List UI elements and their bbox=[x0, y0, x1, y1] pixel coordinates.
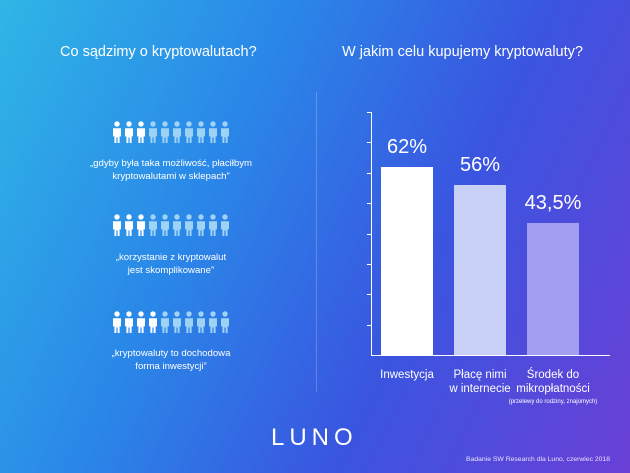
people-icon-row-2 bbox=[112, 214, 230, 237]
person-icon bbox=[220, 121, 230, 144]
person-icon bbox=[220, 214, 230, 237]
y-axis-tick bbox=[367, 233, 371, 235]
person-icon bbox=[196, 121, 206, 144]
person-icon bbox=[160, 311, 170, 334]
person-icon-filled bbox=[124, 311, 134, 334]
person-icon bbox=[208, 214, 218, 237]
statement-text-1: „gdyby była taka możliwość, płaciłbym kr… bbox=[56, 157, 286, 183]
bar bbox=[454, 184, 506, 355]
people-icon-row-3 bbox=[112, 311, 230, 334]
bar-value-label: 62% bbox=[386, 135, 428, 158]
person-icon-filled bbox=[148, 311, 158, 334]
y-axis-tick bbox=[367, 294, 371, 296]
person-icon-filled bbox=[112, 311, 122, 334]
person-icon bbox=[160, 214, 170, 237]
person-icon bbox=[184, 311, 194, 334]
category-label-line: Płacę nimi bbox=[453, 369, 507, 381]
category-label: Środek do mikropłatności bbox=[498, 368, 608, 396]
category-note: (przelewy do rodziny, znajomych) bbox=[508, 399, 598, 405]
person-icon bbox=[196, 311, 206, 334]
luno-logo: LUNO bbox=[271, 424, 358, 451]
people-icon-row-1 bbox=[112, 121, 230, 144]
person-icon bbox=[148, 121, 158, 144]
statement-text-2: „korzystanie z kryptowalut jest skomplik… bbox=[56, 251, 286, 277]
bar bbox=[527, 222, 579, 355]
statement-line: „korzystanie z kryptowalut bbox=[115, 252, 227, 263]
section-divider bbox=[316, 92, 317, 392]
y-axis-tick bbox=[367, 112, 371, 113]
statement-text-3: „kryptowaluty to dochodowa forma inwesty… bbox=[56, 347, 286, 373]
person-icon-filled bbox=[136, 311, 146, 334]
category-label-line: Środek do bbox=[526, 369, 580, 381]
chart-title: W jakim celu kupujemy kryptowaluty? bbox=[342, 44, 583, 60]
person-icon bbox=[220, 311, 230, 334]
person-icon-filled bbox=[112, 121, 122, 144]
y-axis-tick bbox=[367, 203, 371, 205]
category-label-line: mikropłatności bbox=[516, 383, 590, 395]
bar-value-label: 43,5% bbox=[524, 191, 582, 214]
y-axis bbox=[371, 112, 372, 356]
person-icon bbox=[184, 214, 194, 237]
person-icon-filled bbox=[124, 214, 134, 237]
statement-line: kryptowalutami w sklepach” bbox=[112, 171, 230, 182]
person-icon bbox=[172, 121, 182, 144]
person-icon-filled bbox=[136, 214, 146, 237]
person-icon-filled bbox=[112, 214, 122, 237]
statement-line: jest skomplikowane” bbox=[127, 265, 215, 276]
person-icon bbox=[208, 311, 218, 334]
left-section-title: Co sądzimy o kryptowalutach? bbox=[60, 44, 257, 60]
person-icon-filled bbox=[124, 121, 134, 144]
person-icon-filled bbox=[136, 121, 146, 144]
statement-line: „gdyby była taka możliwość, płaciłbym bbox=[89, 158, 253, 169]
source-note: Badanie SW Research dla Luno, czerwiec 2… bbox=[466, 456, 610, 463]
y-axis-tick bbox=[367, 142, 371, 144]
y-axis-tick bbox=[367, 324, 371, 326]
person-icon bbox=[184, 121, 194, 144]
category-label-line: Inwestycja bbox=[380, 369, 434, 381]
person-icon bbox=[172, 214, 182, 237]
statement-block-2 bbox=[112, 214, 230, 237]
statement-block-1 bbox=[112, 121, 230, 144]
bar bbox=[381, 166, 433, 355]
category-label: Płacę nimi w internecie bbox=[425, 368, 535, 396]
statement-line: forma inwestycji” bbox=[135, 361, 207, 372]
category-label-line: w internecie bbox=[449, 383, 511, 395]
bar-value-label: 56% bbox=[459, 153, 501, 176]
statement-line: „kryptowaluty to dochodowa bbox=[111, 348, 231, 359]
category-label: Inwestycja bbox=[352, 368, 462, 382]
y-axis-tick bbox=[367, 263, 371, 265]
person-icon bbox=[196, 214, 206, 237]
person-icon bbox=[160, 121, 170, 144]
y-axis-tick bbox=[367, 172, 371, 174]
x-axis bbox=[371, 355, 610, 356]
person-icon bbox=[208, 121, 218, 144]
person-icon bbox=[172, 311, 182, 334]
person-icon bbox=[148, 214, 158, 237]
statement-block-3 bbox=[112, 311, 230, 334]
